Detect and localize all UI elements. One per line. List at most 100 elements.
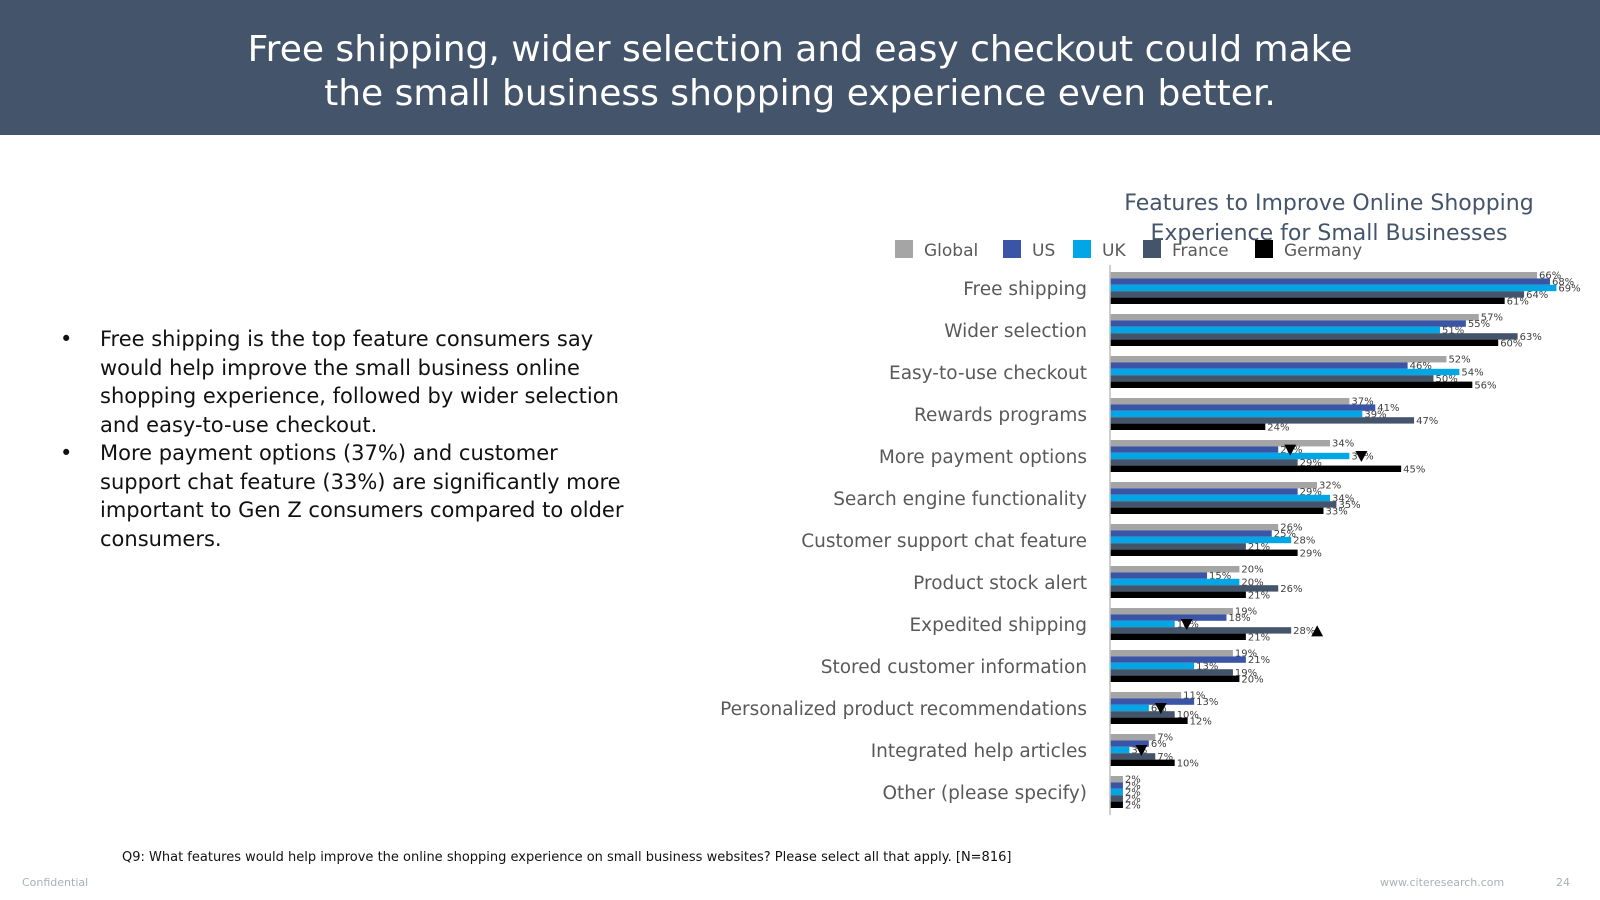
bar xyxy=(1110,452,1350,460)
bar xyxy=(1110,417,1415,424)
data-label: 63% xyxy=(1520,332,1542,343)
bar xyxy=(1110,549,1298,556)
category-label: Wider selection xyxy=(944,321,1087,342)
data-label: 61% xyxy=(1507,296,1529,307)
bar xyxy=(1110,356,1447,363)
chart-title: Features to Improve Online Shopping xyxy=(1124,191,1533,216)
data-label: 68% xyxy=(1552,277,1574,288)
bar xyxy=(1110,465,1402,472)
data-label: 19% xyxy=(1235,649,1257,660)
data-label: 21% xyxy=(1248,590,1270,601)
bar xyxy=(1110,650,1233,657)
bar xyxy=(1110,753,1156,760)
data-label: 50% xyxy=(1436,374,1458,385)
bar xyxy=(1110,284,1557,292)
bullet-point: More payment options (37%) and customer … xyxy=(60,439,635,553)
bar xyxy=(1110,620,1175,628)
bar xyxy=(1110,381,1473,388)
bar xyxy=(1110,669,1233,676)
bar xyxy=(1110,272,1538,279)
data-label: 60% xyxy=(1500,338,1522,349)
data-label: 28% xyxy=(1293,626,1315,637)
data-label: 29% xyxy=(1300,487,1322,498)
category-label: Rewards programs xyxy=(914,405,1087,426)
bar xyxy=(1110,368,1460,376)
category-label: Stored customer information xyxy=(821,657,1087,678)
key-findings-list: Free shipping is the top feature consume… xyxy=(60,325,635,553)
category-label: Search engine functionality xyxy=(833,489,1087,510)
bar xyxy=(1110,627,1292,634)
confidential-label: Confidential xyxy=(22,876,89,889)
data-label: 18% xyxy=(1228,613,1250,624)
bar xyxy=(1110,572,1208,579)
legend-label: Global xyxy=(924,241,978,261)
legend-label: France xyxy=(1172,241,1229,261)
survey-question-footnote: Q9: What features would help improve the… xyxy=(122,850,1012,865)
data-label: 12% xyxy=(1190,716,1212,727)
significance-down-marker xyxy=(1180,619,1193,630)
bar xyxy=(1110,740,1149,747)
significance-down-marker xyxy=(1135,745,1148,756)
category-label: Other (please specify) xyxy=(882,783,1087,804)
data-label: 10% xyxy=(1177,758,1199,769)
bar xyxy=(1110,734,1156,741)
data-label: 21% xyxy=(1248,542,1270,553)
bar xyxy=(1110,801,1123,808)
category-label: Product stock alert xyxy=(913,573,1087,594)
data-label: 45% xyxy=(1403,464,1425,475)
data-label: 55% xyxy=(1468,319,1490,330)
bullet-point: Free shipping is the top feature consume… xyxy=(60,325,635,439)
bar xyxy=(1110,591,1246,598)
bar xyxy=(1110,297,1505,304)
bar xyxy=(1110,459,1298,466)
data-label: 13% xyxy=(1196,662,1218,673)
data-label: 57% xyxy=(1481,313,1503,324)
data-label: 19% xyxy=(1235,607,1257,618)
legend-swatch xyxy=(1143,240,1161,258)
data-label: 2% xyxy=(1125,781,1141,792)
bar xyxy=(1110,494,1330,502)
data-label: 10% xyxy=(1177,710,1199,721)
legend-label: US xyxy=(1032,241,1055,261)
data-label: 47% xyxy=(1416,416,1438,427)
bar xyxy=(1110,530,1272,537)
bar xyxy=(1110,675,1240,682)
bar xyxy=(1110,423,1266,430)
bar xyxy=(1110,488,1298,495)
bar xyxy=(1110,711,1175,718)
slide-title-line-1: Free shipping, wider selection and easy … xyxy=(247,29,1353,70)
data-label: 7% xyxy=(1157,733,1173,744)
data-label: 2% xyxy=(1125,788,1141,799)
data-label: 29% xyxy=(1300,548,1322,559)
bar xyxy=(1110,692,1182,699)
bar xyxy=(1110,782,1123,789)
bar xyxy=(1110,788,1123,796)
bar xyxy=(1110,633,1246,640)
significance-down-marker xyxy=(1355,451,1368,462)
bar xyxy=(1110,524,1279,531)
legend-swatch xyxy=(1255,240,1273,258)
data-label: 20% xyxy=(1241,578,1263,589)
bar xyxy=(1110,320,1466,327)
bar xyxy=(1110,698,1195,705)
bar xyxy=(1110,339,1499,346)
data-label: 26% xyxy=(1280,584,1302,595)
bar xyxy=(1110,614,1227,621)
legend-label: Germany xyxy=(1284,241,1362,261)
bar xyxy=(1110,278,1550,285)
data-label: 41% xyxy=(1377,403,1399,414)
bar xyxy=(1110,404,1376,411)
data-label: 32% xyxy=(1319,481,1341,492)
significance-down-marker xyxy=(1154,703,1167,714)
data-label: 39% xyxy=(1364,410,1386,421)
data-label: 29% xyxy=(1300,458,1322,469)
chart-title: Experience for Small Businesses xyxy=(1150,221,1507,246)
bar xyxy=(1110,314,1479,321)
data-label: 20% xyxy=(1241,674,1263,685)
data-label: 2% xyxy=(1125,775,1141,786)
bar xyxy=(1110,717,1188,724)
category-label: Easy-to-use checkout xyxy=(889,363,1087,384)
data-label: 19% xyxy=(1235,668,1257,679)
data-label: 28% xyxy=(1293,536,1315,547)
data-label: 66% xyxy=(1539,271,1561,282)
